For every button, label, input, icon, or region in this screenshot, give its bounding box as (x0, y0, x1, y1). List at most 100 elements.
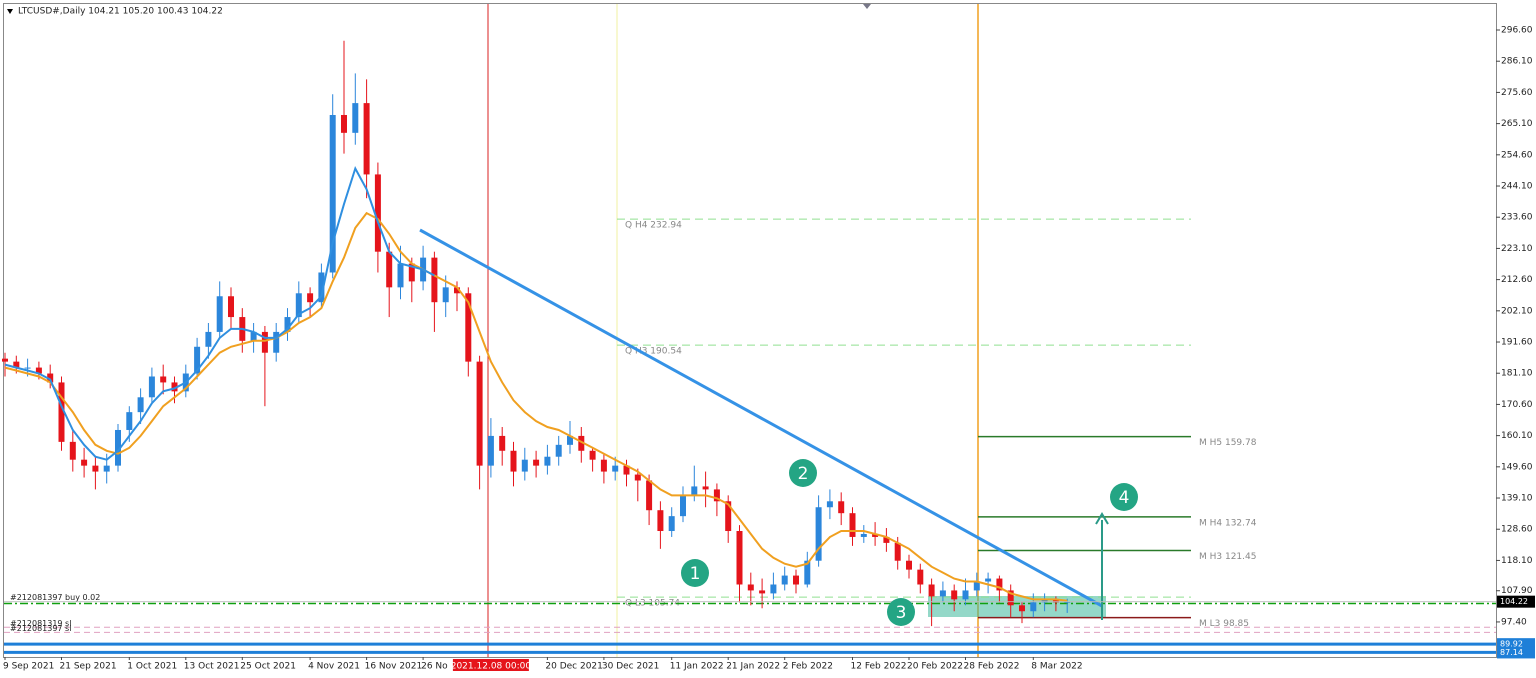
badge (887, 598, 915, 626)
price-label: 104.22 (1500, 597, 1528, 606)
candle-body (804, 560, 811, 585)
badge-label: 3 (896, 603, 907, 623)
menu-icon[interactable] (7, 9, 13, 14)
candle-body (47, 373, 54, 383)
candle-body (917, 569, 924, 585)
x-tick-label: 12 Feb 2022 (851, 662, 907, 672)
x-tick-label: 13 Oct 2021 (184, 662, 240, 672)
y-tick-label: 160.10 (1501, 431, 1533, 441)
candle-body (623, 465, 630, 475)
candle-body (307, 293, 314, 303)
candle-body (883, 536, 890, 543)
candle-body (1041, 599, 1048, 603)
candle-body (646, 480, 653, 511)
y-tick-label: 170.60 (1501, 400, 1533, 410)
order-label: #212081397 sl (10, 624, 71, 633)
candle-body (702, 486, 709, 490)
x-tick-label: 21 Sep 2021 (60, 662, 117, 672)
candle-body (69, 441, 76, 460)
candle-body (826, 501, 833, 508)
candle-body (465, 293, 472, 362)
y-tick-label: 128.60 (1501, 525, 1533, 535)
candle-body (939, 590, 946, 597)
candle-body (103, 465, 110, 472)
candle-body (261, 331, 268, 353)
pivot-label: M L3 98.85 (1199, 619, 1249, 629)
candle-body (533, 459, 540, 466)
candle-body (906, 560, 912, 570)
x-tick-label: 9 Sep 2021 (3, 662, 54, 672)
x-tick-label: 28 Feb 2022 (964, 662, 1020, 672)
scroll-marker (863, 4, 871, 9)
candle-body (747, 584, 754, 591)
candle-body (589, 450, 596, 460)
candle-body (341, 114, 347, 133)
candle-body (92, 465, 99, 472)
candle-body (115, 429, 121, 466)
pivot-label: M H3 121.45 (1199, 552, 1256, 562)
candle-body (273, 331, 280, 353)
candle-body (759, 590, 766, 594)
candle-body (1019, 605, 1025, 612)
y-tick-label: 296.60 (1501, 26, 1533, 36)
y-tick-label: 233.60 (1501, 213, 1533, 223)
y-tick-label: 107.90 (1501, 586, 1533, 596)
candle-body (770, 584, 777, 594)
badge-label: 2 (798, 464, 809, 484)
pivot-label: M H4 132.74 (1199, 518, 1257, 528)
candle-body (691, 486, 698, 496)
candle-body (860, 533, 867, 537)
badge (681, 559, 709, 587)
x-tick-label: 8 Mar 2022 (1031, 662, 1082, 672)
x-tick-label: 11 Jan 2022 (670, 662, 724, 672)
x-tick-label: 2021.12.08 00:00 (451, 662, 532, 672)
x-tick-label: 25 Oct 2021 (240, 662, 296, 672)
price-box (1497, 595, 1535, 608)
pivot-label: M H5 159.78 (1199, 438, 1257, 448)
candle-body (58, 382, 65, 442)
y-tick-label: 149.60 (1501, 462, 1533, 472)
badge-label: 4 (1119, 488, 1130, 508)
candle-body (408, 263, 415, 282)
x-tick-label: 2 Feb 2022 (783, 662, 833, 672)
x-label-highlight (452, 659, 529, 671)
y-tick-label: 118.10 (1501, 556, 1533, 566)
moving-average (4, 211, 1068, 602)
candle-body (985, 578, 992, 582)
candle-body (996, 578, 1003, 591)
badge (1110, 483, 1138, 511)
candle-body (386, 251, 393, 288)
candle-body (849, 513, 856, 537)
candle-body (1007, 590, 1014, 606)
x-tick-label: 4 Nov 2021 (308, 662, 360, 672)
zone (928, 596, 1106, 617)
y-tick-label: 254.60 (1501, 150, 1533, 160)
candle-body (510, 450, 517, 472)
candle-body (148, 376, 155, 398)
price-label: 87.14 (1500, 648, 1523, 657)
candle-body (1030, 602, 1037, 612)
candle-body (657, 510, 664, 532)
y-tick-label: 191.60 (1501, 338, 1533, 348)
price-label: 89.92 (1500, 640, 1523, 649)
candle-body (160, 376, 167, 383)
x-tick-label: 30 Dec 2021 (602, 662, 660, 672)
y-tick-label: 202.10 (1501, 306, 1533, 316)
header: LTCUSD#,Daily 104.21 105.20 100.43 104.2… (18, 7, 223, 17)
candle-body (194, 346, 201, 374)
candle-body (736, 531, 743, 585)
candle-body (499, 435, 506, 451)
pivot-label: Q H3 190.54 (625, 347, 682, 357)
x-tick-label: 26 No (421, 662, 448, 672)
candle-body (318, 272, 325, 303)
candle-body (962, 590, 969, 600)
candle-body (35, 367, 42, 374)
order-label: #212081319 sl (10, 619, 71, 628)
candle-body (250, 331, 257, 341)
candle-body (81, 459, 88, 466)
axis-layer: 296.60 286.10 275.60 265.10 254.60 244.10 233.… (3, 26, 1533, 672)
candle-body (894, 542, 901, 561)
